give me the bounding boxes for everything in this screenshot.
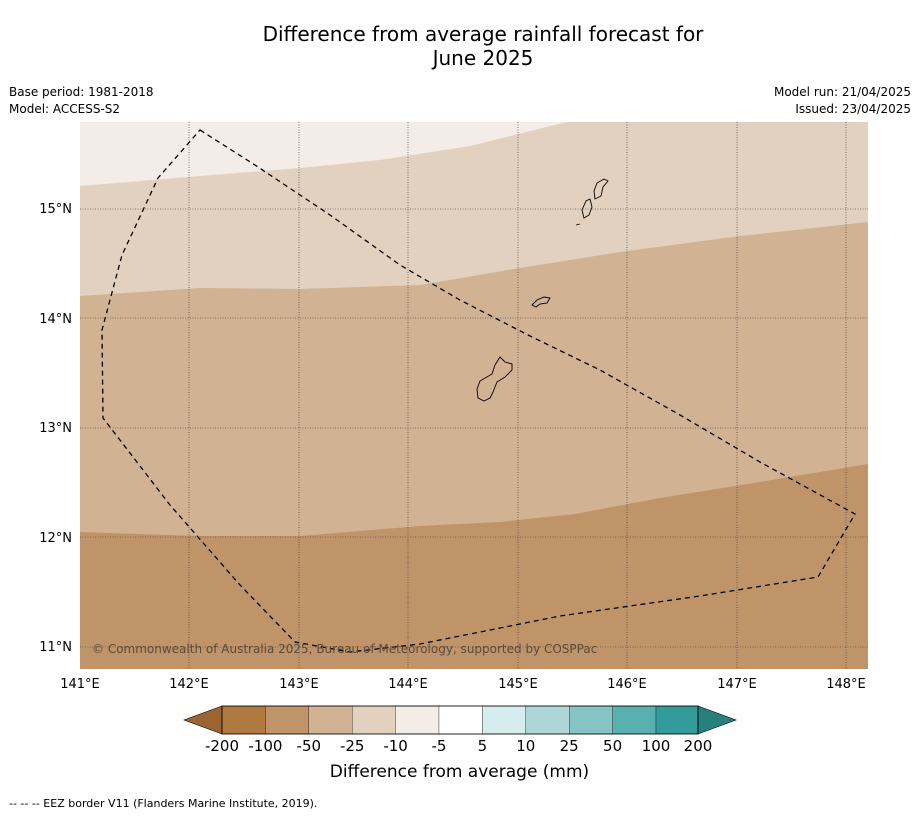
cbar-tick-label: -50 <box>297 737 322 755</box>
lon-label-148: 148°E <box>826 677 866 692</box>
lon-label-147: 147°E <box>717 677 757 692</box>
aguijan-island <box>575 223 581 226</box>
lon-label-144: 144°E <box>388 677 428 692</box>
tinian-island <box>581 198 593 219</box>
cbar-tick-label: 200 <box>684 737 713 755</box>
cbar-tick-label: -5 <box>432 737 447 755</box>
islands <box>476 178 609 402</box>
rota-island <box>531 296 551 308</box>
cbar-tick-label: -10 <box>383 737 408 755</box>
colorbar-segment-8 <box>525 705 570 735</box>
title-line-2: June 2025 <box>432 46 534 70</box>
guam-island <box>476 356 513 402</box>
colorbar <box>183 705 737 735</box>
cbar-tick-label: -200 <box>205 737 239 755</box>
issued-date: Issued: 23/04/2025 <box>795 102 911 116</box>
colorbar-left-extend <box>183 705 223 735</box>
copyright-text: © Commonwealth of Australia 2025, Bureau… <box>92 642 597 656</box>
colorbar-label: Difference from average (mm) <box>329 762 590 782</box>
footnote: -- -- -- EEZ border V11 (Flanders Marine… <box>9 797 318 810</box>
lat-label-15: 15°N <box>39 202 72 217</box>
colorbar-segment-6 <box>438 705 483 735</box>
colorbar-segment-11 <box>655 705 699 735</box>
colorbar-segment-1 <box>221 705 266 735</box>
cbar-tick-label: -25 <box>340 737 365 755</box>
cbar-tick-label: 50 <box>603 737 622 755</box>
lat-label-12: 12°N <box>39 531 72 546</box>
title-line-1: Difference from average rainfall forecas… <box>262 22 704 46</box>
saipan-island <box>593 178 609 200</box>
colorbar-segment-3 <box>308 705 353 735</box>
lon-label-142: 142°E <box>169 677 209 692</box>
cbar-tick-label: 5 <box>478 737 488 755</box>
colorbar-segment-9 <box>569 705 613 735</box>
lon-label-145: 145°E <box>498 677 538 692</box>
lon-label-141: 141°E <box>60 677 100 692</box>
lat-tick-labels: 15°N 14°N 13°N 12°N 11°N <box>39 202 72 655</box>
map-title: Difference from average rainfall forecas… <box>0 22 919 70</box>
lon-tick-labels: 141°E 142°E 143°E 144°E 145°E 146°E 147°… <box>60 677 866 692</box>
meta-right: Model run: 21/04/2025 Issued: 23/04/2025 <box>774 84 911 118</box>
lat-label-14: 14°N <box>39 312 72 327</box>
colorbar-segment-4 <box>352 705 396 735</box>
cbar-tick-label: 25 <box>560 737 579 755</box>
band-minus-50 <box>80 464 868 669</box>
colorbar-segment-5 <box>395 705 440 735</box>
rainfall-field <box>80 122 868 669</box>
meta-left: Base period: 1981-2018 Model: ACCESS-S2 <box>9 84 154 118</box>
colorbar-right-extend <box>697 705 737 735</box>
lat-label-11: 11°N <box>39 640 72 655</box>
cbar-tick-label: -100 <box>248 737 282 755</box>
cbar-tick-label: 100 <box>642 737 671 755</box>
colorbar-segment-2 <box>265 705 309 735</box>
gridlines <box>80 122 868 669</box>
base-period: Base period: 1981-2018 <box>9 85 154 99</box>
model-name: Model: ACCESS-S2 <box>9 102 121 116</box>
colorbar-segment-7 <box>482 705 526 735</box>
model-run: Model run: 21/04/2025 <box>773 85 911 99</box>
colorbar-tick-labels: -200 -100 -50 -25 -10 -5 5 10 25 50 100 … <box>205 737 712 755</box>
lon-label-143: 143°E <box>279 677 319 692</box>
map-figure: © Commonwealth of Australia 2025, Bureau… <box>39 122 868 755</box>
cbar-tick-label: 10 <box>516 737 535 755</box>
colorbar-segment-10 <box>612 705 657 735</box>
lat-label-13: 13°N <box>39 421 72 436</box>
lon-label-146: 146°E <box>607 677 647 692</box>
